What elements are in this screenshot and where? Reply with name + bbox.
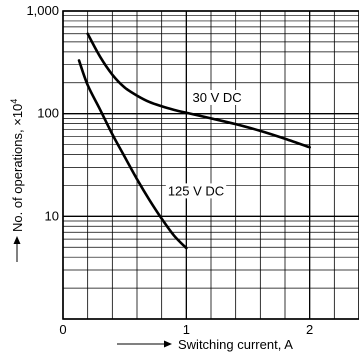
y-tick-label: 10 <box>45 208 59 223</box>
series-annotation: 30 V DC <box>193 90 242 105</box>
x-tick-label: 0 <box>59 322 66 337</box>
series-annotation: 125 V DC <box>168 183 224 198</box>
grid <box>62 10 359 320</box>
annotation-background <box>190 89 244 105</box>
plot-frame <box>62 10 359 320</box>
chart-labels: 30 V DC 125 V DC 10 100 1,000 0 1 2 Switching cu… <box>9 3 313 352</box>
x-tick-label: 1 <box>183 322 190 337</box>
x-axis-arrow-head <box>164 340 172 348</box>
annotation-background <box>165 183 227 199</box>
series-line-0 <box>86 32 311 149</box>
x-axis-label: Switching current, A <box>178 337 293 352</box>
series-lines <box>77 32 311 250</box>
y-axis-label-group: No. of operations, ×104 <box>9 99 25 232</box>
series-line-1 <box>77 59 188 250</box>
y-axis-arrow-head <box>13 236 21 244</box>
x-tick-label: 2 <box>306 322 313 337</box>
y-tick-label: 100 <box>37 106 59 121</box>
y-axis-label: No. of operations, ×104 <box>9 99 25 232</box>
y-axis-label-exponent: 4 <box>9 99 19 104</box>
y-tick-label: 1,000 <box>26 3 59 18</box>
